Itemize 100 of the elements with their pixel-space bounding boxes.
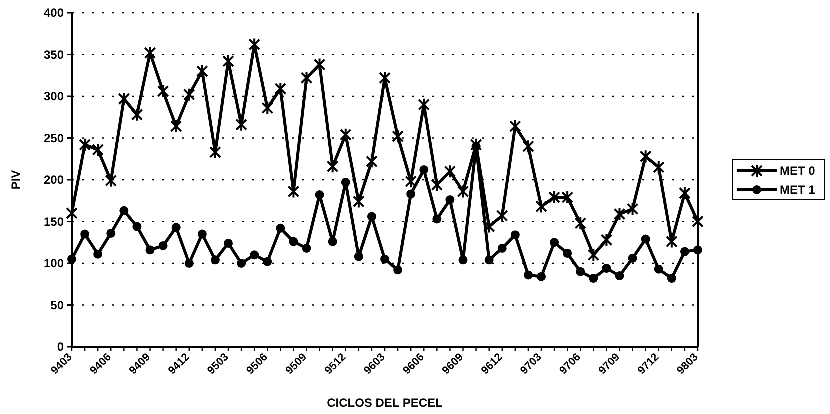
point [458,256,468,265]
point [510,230,520,240]
point [146,246,155,255]
y-tick-label: 400 [44,6,64,20]
point [446,196,455,205]
point [550,238,560,248]
point [628,254,638,263]
point [183,88,196,102]
y-tick-label: 300 [44,90,64,104]
point [444,164,456,179]
y-tick-label: 250 [44,131,64,146]
point [405,174,418,189]
point [288,184,300,199]
point [328,237,338,246]
point [498,244,507,253]
point [118,92,130,106]
point [614,207,626,222]
point [394,266,403,275]
point [352,194,365,209]
legend-label: MET 1 [780,183,816,198]
point [432,214,442,224]
point [80,230,90,239]
point [236,118,248,132]
point [315,190,324,200]
point [210,256,220,265]
x-axis-title: CICLOS DEL PECEL [327,396,443,410]
point [641,234,650,244]
point [380,254,390,264]
point [314,58,326,72]
point [666,234,678,249]
point [483,220,496,234]
point [392,130,404,144]
point [222,54,234,68]
point [472,142,481,152]
y-tick-label: 0 [57,340,64,354]
point [678,186,691,200]
point [131,108,144,122]
point [406,190,416,199]
point [640,150,652,164]
point [198,230,207,239]
point [263,257,272,266]
point [602,264,612,274]
point [562,190,574,205]
point [496,208,508,223]
point [170,120,182,134]
point [172,223,181,232]
point [209,145,222,160]
point [250,250,260,260]
point [574,216,587,230]
y-tick-label: 200 [44,173,64,188]
point [144,46,156,60]
point [158,241,168,250]
point [341,178,350,188]
point [589,274,598,284]
point [615,272,624,281]
point [563,248,572,258]
point [576,267,586,276]
y-tick-label: 100 [44,256,64,271]
point [289,237,298,246]
point [366,154,378,169]
point [248,38,261,52]
point [157,84,170,98]
point [105,174,118,188]
point [224,238,233,248]
point [367,212,376,222]
y-tick-label: 150 [44,214,64,229]
point [524,270,533,280]
point [92,142,104,157]
point [120,206,129,216]
point [276,224,286,233]
point [420,165,429,174]
point [132,222,142,232]
point [79,138,92,152]
y-axis-title: PIV [9,170,23,190]
point [274,82,287,96]
point [326,160,339,174]
point [509,120,522,134]
point [536,200,548,214]
point [68,254,76,264]
point [184,259,194,268]
point [457,184,470,199]
point [431,178,444,192]
point [652,160,665,174]
point [94,250,103,259]
y-tick-label: 50 [50,298,64,312]
point [600,233,613,248]
point [654,264,664,274]
point [237,259,246,268]
point [680,247,690,256]
point [537,272,546,282]
point [354,252,364,262]
legend-label: MET 0 [780,164,816,178]
point [106,228,116,238]
point [340,128,352,142]
point [588,248,600,262]
point [470,138,482,152]
point [379,71,391,86]
point [262,101,274,116]
point [66,206,78,220]
point [196,64,208,78]
